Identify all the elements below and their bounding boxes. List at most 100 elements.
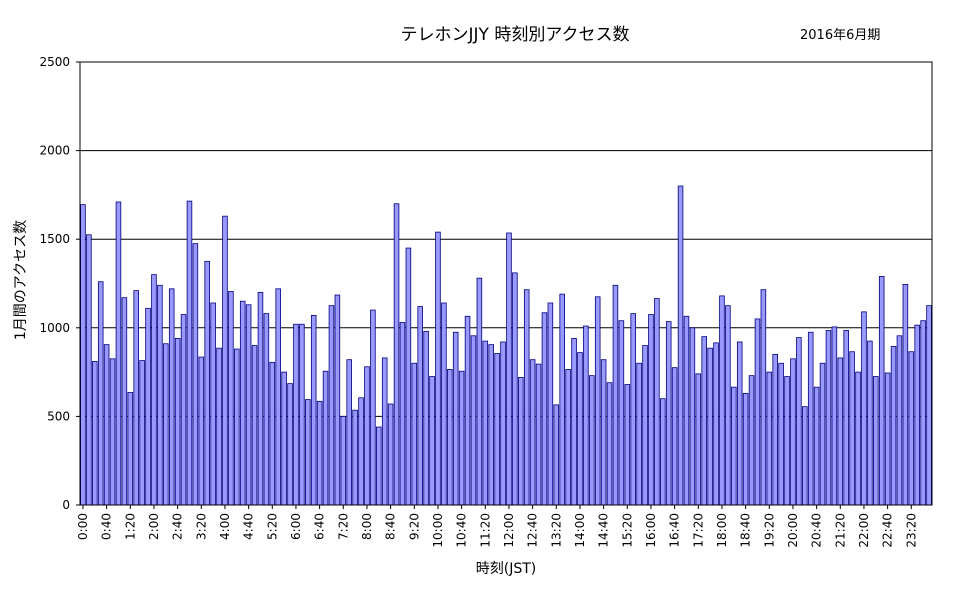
bar [198,356,205,506]
x-tick-label: 18:00 [715,513,729,548]
bar [210,302,216,506]
bar [790,358,796,506]
bar [654,298,660,506]
y-tick-label: 1000 [39,321,70,335]
bar [376,426,382,506]
bar [914,324,920,506]
bar [157,284,163,506]
bar [92,361,98,506]
x-tick-label: 0:00 [76,513,90,540]
x-tick-label: 22:40 [881,513,895,548]
bar [310,314,317,506]
y-tick-label: 2000 [39,144,70,158]
bar [612,284,619,506]
x-tick-label: 18:40 [739,513,753,548]
bar [636,362,642,506]
x-tick-label: 3:20 [194,513,208,540]
x-tick-label: 14:00 [573,513,587,548]
bar [594,296,601,506]
x-tick-label: 10:40 [455,513,469,548]
x-tick-label: 12:40 [526,513,540,548]
plot-area [79,61,933,506]
bar [837,357,844,506]
bar [813,386,820,506]
x-tick-label: 17:20 [691,513,705,548]
bar [370,309,376,506]
bar [559,293,565,506]
bar [180,314,187,506]
x-tick-label: 22:00 [857,513,871,548]
x-tick-label: 15:20 [620,513,634,548]
x-tick-label: 23:20 [904,513,918,548]
bar [411,362,418,506]
bar [192,243,199,506]
bar [121,297,128,506]
bar [784,376,790,506]
bar [819,362,826,506]
bar [890,346,897,506]
bar [464,315,471,506]
bar [843,330,849,506]
bar [328,305,335,506]
bar [807,331,814,506]
bar [565,369,571,506]
bar [340,415,347,506]
bar [239,300,246,506]
bar [151,274,157,506]
x-tick-label: 16:00 [644,513,658,548]
bar [80,204,86,506]
bar [742,392,749,506]
bar [470,335,477,506]
bar [269,361,276,506]
bar [216,347,222,506]
bar [352,409,358,506]
bar [139,360,145,506]
bar [417,306,423,506]
bar [535,363,542,506]
bar [405,247,412,506]
bar [234,348,240,506]
x-tick-label: 7:20 [336,513,350,540]
x-tick-label: 8:00 [360,513,374,540]
bar [624,384,631,506]
bar [902,283,909,506]
y-tick-label: 500 [47,409,70,423]
bar [796,337,802,506]
bar [163,343,169,506]
bar [512,272,518,506]
x-tick-label: 20:40 [810,513,824,548]
bar [831,326,838,506]
bar [186,200,193,506]
chart-title: テレホンJJY 時刻別アクセス数 [400,25,630,45]
bar [299,323,305,506]
bar [766,371,773,506]
bar [760,289,767,506]
x-tick-label: 9:20 [407,513,421,540]
x-tick-label: 14:40 [597,513,611,548]
x-tick-label: 12:00 [502,513,516,548]
bar [86,234,92,506]
bar [719,295,725,506]
x-tick-label: 4:00 [218,513,232,540]
bar [482,340,489,506]
bar [683,315,690,506]
bar [630,313,636,506]
bar [707,347,713,506]
bar [731,386,737,506]
x-tick-label: 5:20 [265,513,279,540]
bar [583,325,589,506]
bar [387,403,394,506]
chart-subtitle: 2016年6月期 [800,28,881,43]
bar [452,331,459,506]
bar [660,398,666,506]
bar [423,330,429,506]
x-tick-label: 8:40 [384,513,398,540]
bar [316,400,323,506]
bar [145,307,151,506]
x-tick-label: 2:40 [171,513,185,540]
x-axis-ticks: 0:00 0:40 1:20 2:00 2:40 3:20 4:00 4:40 5:20 6:00… [76,505,918,548]
bar [553,404,560,506]
bar [896,335,903,506]
bar [447,369,453,506]
